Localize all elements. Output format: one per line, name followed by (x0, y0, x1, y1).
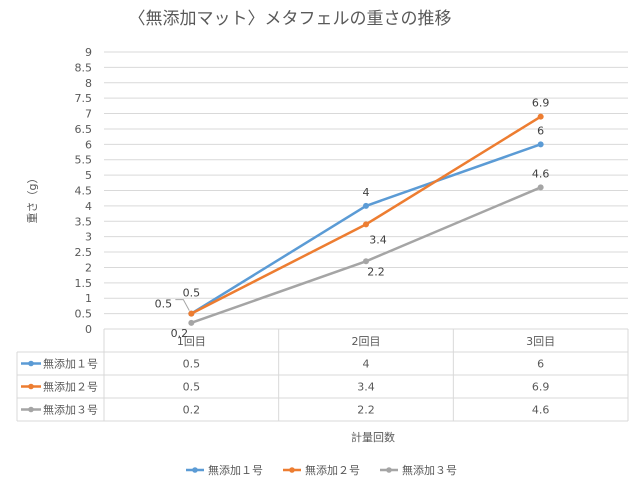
data-label: 0.2 (171, 327, 189, 340)
y-tick-8.5: 8.5 (75, 61, 93, 74)
series-lines (188, 113, 544, 326)
table-series-name: 無添加２号 (43, 380, 98, 394)
y-tick-0.5: 0.5 (75, 308, 93, 321)
y-tick-7.5: 7.5 (75, 92, 93, 105)
data-label: 3.4 (369, 233, 387, 246)
table-series-name: 無添加１号 (43, 357, 98, 371)
data-point (363, 258, 369, 265)
table-cell: 0.5 (183, 381, 201, 394)
table-legend-key-marker (28, 383, 34, 390)
y-tick-3: 3 (85, 231, 92, 244)
table-cell: 0.5 (183, 358, 201, 371)
y-tick-7: 7 (85, 108, 92, 121)
data-label: 2.2 (367, 265, 385, 278)
data-label: 0.5 (183, 287, 201, 300)
y-tick-6.5: 6.5 (75, 123, 93, 136)
chart-title: 〈無添加マット〉メタフェルの重さの推移 (129, 9, 452, 29)
legend-key-marker (289, 467, 295, 473)
data-label: 6 (537, 124, 544, 137)
data-label: 4.6 (532, 167, 550, 180)
x-tick-2: 2回目 (352, 335, 381, 348)
y-tick-9: 9 (85, 46, 92, 59)
x-tick-1: 1回目 (177, 335, 206, 348)
table-cell: 4.6 (532, 404, 550, 417)
y-tick-8: 8 (85, 77, 92, 90)
data-label: 4 (363, 186, 370, 199)
data-point (363, 221, 369, 228)
table-cell: 6.9 (532, 381, 550, 394)
table-legend-key-marker (28, 406, 34, 413)
data-point (188, 310, 195, 317)
table-cell: 3.4 (357, 381, 375, 394)
legend: 無添加１号 無添加２号 無添加３号 (186, 463, 457, 477)
data-point (537, 113, 544, 120)
legend-key-marker (386, 467, 392, 473)
gridlines: 0 0.5 1 1.5 2 2.5 3 3.5 4 4.5 5 5.5 6 6.5 7 7.5 8 8.5 9 (75, 46, 628, 336)
table-legend-key-marker (28, 360, 34, 367)
y-tick-5.5: 5.5 (75, 154, 93, 167)
legend-entry: 無添加２号 (305, 463, 360, 477)
table-cell: 0.2 (183, 404, 201, 417)
data-point (537, 184, 544, 191)
legend-entry: 無添加１号 (208, 463, 263, 477)
y-tick-3.5: 3.5 (75, 215, 93, 228)
y-tick-2.5: 2.5 (75, 246, 93, 259)
y-tick-1.5: 1.5 (75, 277, 93, 290)
data-labels: 0.5 4 6 0.5 3.4 6.9 0.2 2.2 4.6 (155, 97, 550, 340)
y-tick-2: 2 (85, 261, 92, 274)
legend-key-marker (192, 467, 198, 473)
y-tick-4.5: 4.5 (75, 185, 93, 198)
data-label: 6.9 (532, 97, 550, 110)
x-tick-3: 3回目 (526, 335, 555, 348)
series-line (190, 115, 542, 315)
data-point (188, 319, 195, 326)
table-cell: 2.2 (357, 404, 375, 417)
y-tick-4: 4 (85, 200, 92, 213)
data-point (537, 141, 544, 148)
leader-line (175, 299, 190, 311)
table-cell: 4 (363, 358, 370, 371)
x-axis-label: 計量回数 (351, 430, 395, 444)
y-axis-label: 重さ（g） (25, 173, 39, 224)
data-label: 0.5 (155, 298, 173, 311)
y-tick-1: 1 (85, 292, 92, 305)
y-tick-5: 5 (85, 169, 92, 182)
y-tick-0: 0 (85, 323, 92, 336)
table-series-name: 無添加３号 (43, 403, 98, 417)
y-tick-6: 6 (85, 138, 92, 151)
legend-entry: 無添加３号 (402, 463, 457, 477)
data-point (363, 202, 369, 209)
table-cell: 6 (537, 358, 544, 371)
